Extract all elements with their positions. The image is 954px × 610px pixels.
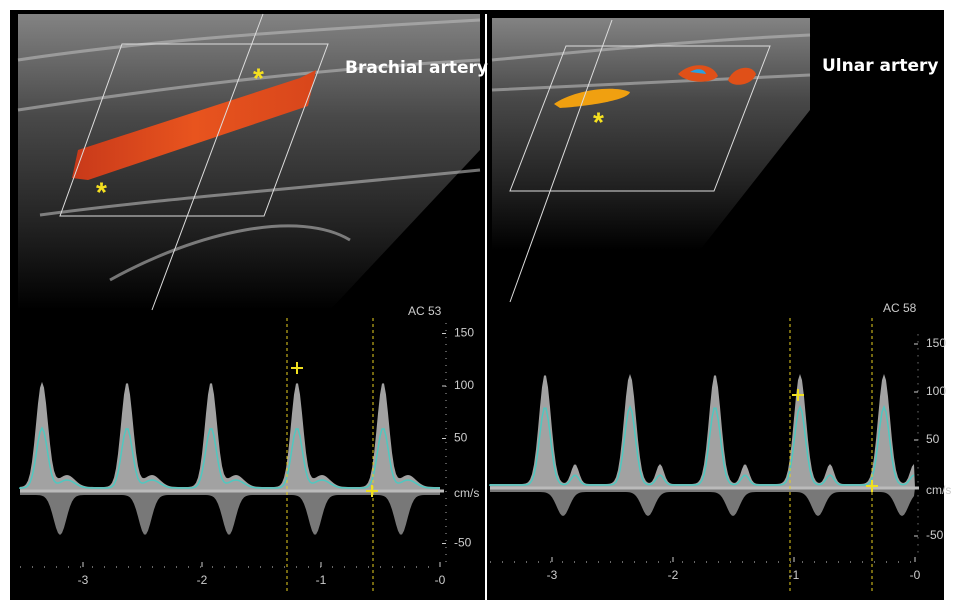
y-tick-label: -50 bbox=[926, 528, 944, 542]
cursor-line bbox=[151, 13, 264, 311]
velocity-trace bbox=[489, 404, 915, 486]
color-flow bbox=[678, 65, 718, 82]
x-tick-label: -3 bbox=[78, 573, 89, 587]
x-tick-label: -1 bbox=[316, 573, 327, 587]
caliper bbox=[866, 480, 878, 492]
unit-label: cm/s bbox=[454, 486, 479, 500]
x-tick-label: -0 bbox=[910, 568, 921, 582]
spectral-reverse bbox=[490, 488, 915, 516]
b-mode-image bbox=[18, 14, 480, 310]
cursor-line bbox=[509, 19, 613, 303]
spectral-envelope bbox=[20, 381, 440, 491]
color-box bbox=[59, 43, 329, 217]
panel-title: Brachial artery bbox=[345, 58, 488, 78]
y-tick-label: 100 bbox=[926, 384, 946, 398]
x-tick-label: -1 bbox=[789, 568, 800, 582]
x-tick-label: -2 bbox=[668, 568, 679, 582]
asterisk: * bbox=[96, 176, 107, 207]
color-flow bbox=[72, 70, 316, 180]
x-tick-label: -3 bbox=[547, 568, 558, 582]
asterisk: * bbox=[593, 106, 604, 137]
y-tick-label: 50 bbox=[454, 431, 468, 445]
caliper bbox=[291, 362, 303, 374]
y-tick-label: 150 bbox=[926, 336, 946, 350]
caliper bbox=[366, 485, 378, 497]
x-tick-label: -2 bbox=[197, 573, 208, 587]
panel-title: Ulnar artery bbox=[822, 56, 939, 76]
color-flow bbox=[554, 88, 630, 108]
asterisk: * bbox=[253, 62, 264, 93]
caliper bbox=[792, 389, 804, 401]
color-flow bbox=[728, 67, 756, 85]
spectral-reverse bbox=[20, 491, 440, 535]
x-tick-label: -0 bbox=[435, 573, 446, 587]
color-flow bbox=[690, 69, 706, 74]
tissue-layers bbox=[17, 18, 481, 282]
ac-label: AC 53 bbox=[408, 304, 442, 318]
ac-label: AC 58 bbox=[883, 301, 917, 315]
color-box bbox=[509, 45, 771, 192]
velocity-trace bbox=[19, 426, 441, 489]
y-tick-label: 50 bbox=[926, 432, 940, 446]
y-tick-label: 100 bbox=[454, 378, 474, 392]
y-tick-label: -50 bbox=[454, 536, 472, 550]
y-tick-label: 150 bbox=[454, 326, 474, 340]
unit-label: cm/s bbox=[926, 483, 951, 497]
